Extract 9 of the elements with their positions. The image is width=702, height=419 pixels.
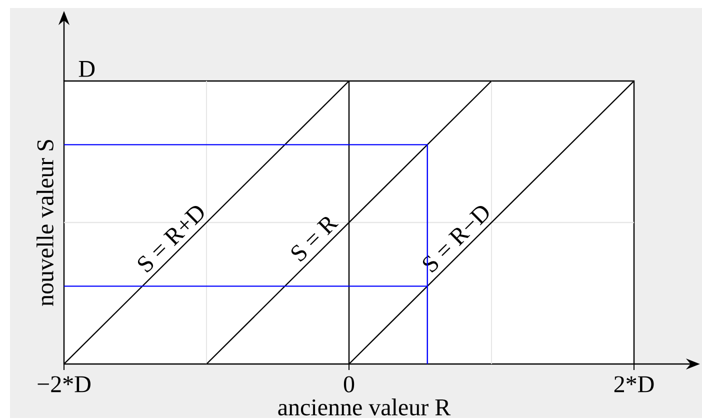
text: S = R−D (422, 206, 489, 272)
x-axis-title: ancienne valeur R (278, 398, 451, 416)
x-tick-label: 2*D (614, 376, 654, 392)
x-tick-label: −2*D (38, 376, 90, 392)
text: D (78, 61, 95, 77)
text: S = R+D (138, 206, 204, 272)
x-tick-label: 0 (344, 376, 354, 392)
y-axis-title: nouvelle valeur S (36, 140, 54, 306)
text: S = R (291, 216, 339, 262)
